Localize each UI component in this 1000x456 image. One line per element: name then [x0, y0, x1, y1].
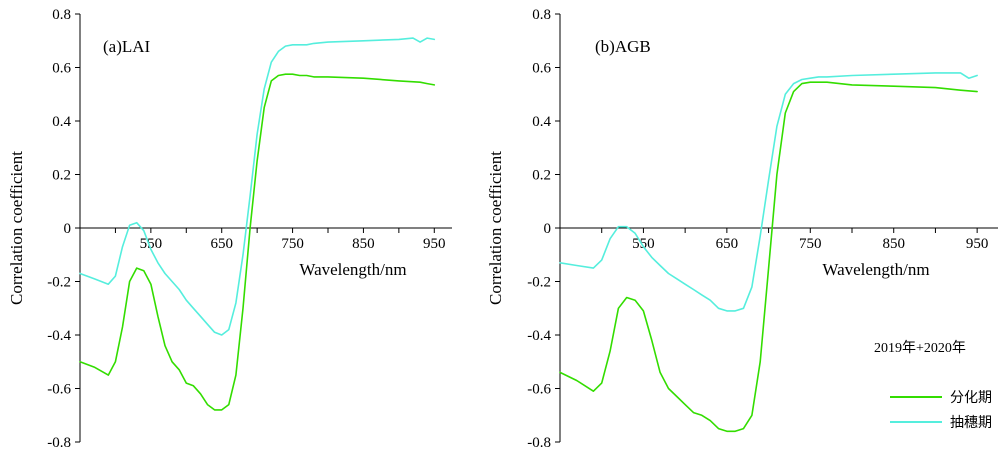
series-line-1 — [559, 81, 978, 433]
x-tick-label: 650 — [210, 236, 233, 252]
y-tick-label: 0.8 — [52, 7, 71, 23]
y-tick-label: -0.6 — [47, 382, 71, 398]
y-tick-label: -0.8 — [527, 435, 551, 451]
y-tick-label: 0 — [64, 221, 72, 237]
x-tick-label: 850 — [882, 236, 905, 252]
y-tick-label: -0.2 — [527, 275, 551, 291]
panel-b: (b)AGB Correlation coefficient Wavelengt… — [486, 7, 998, 451]
y-tick-label: 0.6 — [52, 61, 71, 77]
y-tick-label: -0.8 — [47, 435, 71, 451]
x-tick-label: 750 — [799, 236, 822, 252]
series-line-1 — [79, 73, 436, 411]
panel-a-xlabel: Wavelength/nm — [299, 260, 406, 279]
panel-a-title: (a)LAI — [103, 37, 151, 56]
legend-label-2: 抽穗期 — [950, 415, 992, 431]
series-line-2 — [79, 37, 436, 336]
x-tick-label: 550 — [632, 236, 655, 252]
y-tick-label: -0.4 — [527, 328, 551, 344]
legend-title: 2019年+2020年 — [874, 340, 966, 356]
x-tick-label: 950 — [423, 236, 446, 252]
y-tick-label: -0.4 — [47, 328, 71, 344]
panel-a-ylabel: Correlation coefficient — [7, 151, 26, 305]
x-tick-label: 850 — [352, 236, 375, 252]
y-tick-label: 0.2 — [52, 168, 71, 184]
panel-b-xlabel: Wavelength/nm — [822, 260, 929, 279]
series-line-2 — [559, 72, 978, 312]
panel-a: (a)LAI Correlation coefficient Wavelengt… — [7, 7, 452, 451]
panel-b-title: (b)AGB — [595, 37, 651, 56]
legend: 2019年+2020年 分化期 抽穗期 — [874, 340, 992, 431]
y-tick-label: 0.4 — [52, 114, 71, 130]
x-tick-label: 750 — [281, 236, 304, 252]
x-tick-label: 950 — [966, 236, 989, 252]
y-tick-label: -0.6 — [527, 382, 551, 398]
y-tick-label: 0.8 — [532, 7, 551, 23]
y-tick-label: 0 — [544, 221, 552, 237]
legend-label-1: 分化期 — [950, 390, 992, 406]
panel-b-ylabel: Correlation coefficient — [486, 151, 505, 305]
x-tick-label: 650 — [716, 236, 739, 252]
y-tick-label: 0.6 — [532, 61, 551, 77]
y-tick-label: 0.4 — [532, 114, 551, 130]
y-tick-label: -0.2 — [47, 275, 71, 291]
y-tick-label: 0.2 — [532, 168, 551, 184]
x-tick-label: 550 — [140, 236, 163, 252]
